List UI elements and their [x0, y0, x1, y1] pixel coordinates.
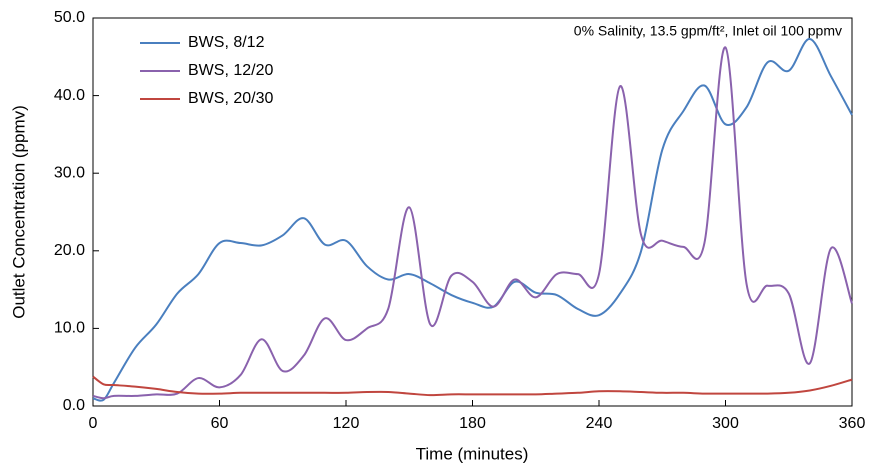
legend-label: BWS, 12/20 — [188, 62, 273, 79]
x-tick-label: 60 — [211, 415, 229, 432]
x-tick-label: 120 — [333, 415, 360, 432]
annotation: 0% Salinity, 13.5 gpm/ft², Inlet oil 100… — [574, 23, 842, 39]
series-line — [92, 37, 853, 402]
y-tick-label: 30.0 — [54, 164, 85, 181]
x-tick-label: 0 — [89, 415, 98, 432]
series-line — [92, 375, 853, 397]
legend-label: BWS, 8/12 — [188, 34, 265, 51]
y-tick-label: 0.0 — [63, 397, 85, 414]
x-tick-label: 240 — [586, 415, 613, 432]
x-axis-label: Time (minutes) — [416, 444, 529, 463]
y-tick-label: 40.0 — [54, 87, 85, 104]
y-axis-label: Outlet Concentration (ppmv) — [9, 105, 28, 319]
x-tick-label: 180 — [459, 415, 486, 432]
y-tick-label: 50.0 — [54, 9, 85, 26]
x-tick-label: 360 — [839, 415, 866, 432]
legend-label: BWS, 20/30 — [188, 90, 273, 107]
y-tick-label: 20.0 — [54, 242, 85, 259]
series-line — [92, 46, 853, 400]
x-tick-label: 300 — [712, 415, 739, 432]
y-tick-label: 10.0 — [54, 320, 85, 337]
